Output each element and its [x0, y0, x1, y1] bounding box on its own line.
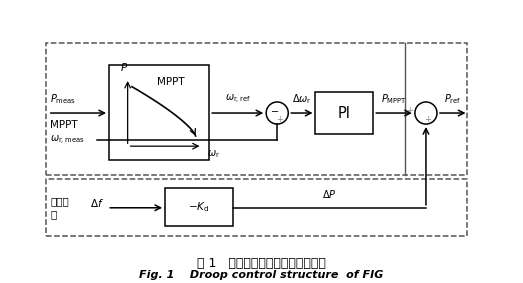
Text: Fig. 1    Droop control structure  of FIG: Fig. 1 Droop control structure of FIG: [139, 270, 384, 280]
Text: 下垂控: 下垂控: [50, 196, 69, 206]
Text: $\omega_\mathrm{r}$: $\omega_\mathrm{r}$: [207, 148, 220, 160]
Text: $+$: $+$: [424, 114, 431, 124]
Text: 图 1   双馈风机下垂控制结构示意图: 图 1 双馈风机下垂控制结构示意图: [197, 257, 326, 270]
Text: PI: PI: [338, 106, 351, 121]
Text: MPPT: MPPT: [157, 77, 185, 87]
Text: $\omega_\mathrm{r,meas}$: $\omega_\mathrm{r,meas}$: [50, 134, 85, 147]
Text: $\omega_\mathrm{r,ref}$: $\omega_\mathrm{r,ref}$: [225, 93, 251, 106]
Bar: [46, 43, 467, 175]
Text: MPPT: MPPT: [50, 120, 78, 130]
Bar: [165, 188, 233, 226]
Text: $-K_\mathrm{d}$: $-K_\mathrm{d}$: [188, 200, 210, 214]
Text: $P$: $P$: [120, 61, 128, 73]
Text: $P_\mathrm{meas}$: $P_\mathrm{meas}$: [50, 93, 76, 106]
Text: $\Delta f$: $\Delta f$: [90, 197, 104, 209]
Text: $+$: $+$: [276, 114, 284, 124]
Text: 制: 制: [50, 210, 56, 220]
Text: $P_\mathrm{ref}$: $P_\mathrm{ref}$: [444, 93, 461, 106]
Bar: [46, 179, 467, 236]
Text: $\Delta P$: $\Delta P$: [322, 188, 337, 200]
Text: $-$: $-$: [270, 105, 279, 115]
Text: $\Delta\omega_\mathrm{r}$: $\Delta\omega_\mathrm{r}$: [292, 93, 312, 106]
Bar: [315, 92, 373, 134]
Text: $+$: $+$: [406, 105, 414, 115]
Text: $P_\mathrm{MPPT}$: $P_\mathrm{MPPT}$: [381, 93, 407, 106]
Bar: [109, 65, 209, 160]
